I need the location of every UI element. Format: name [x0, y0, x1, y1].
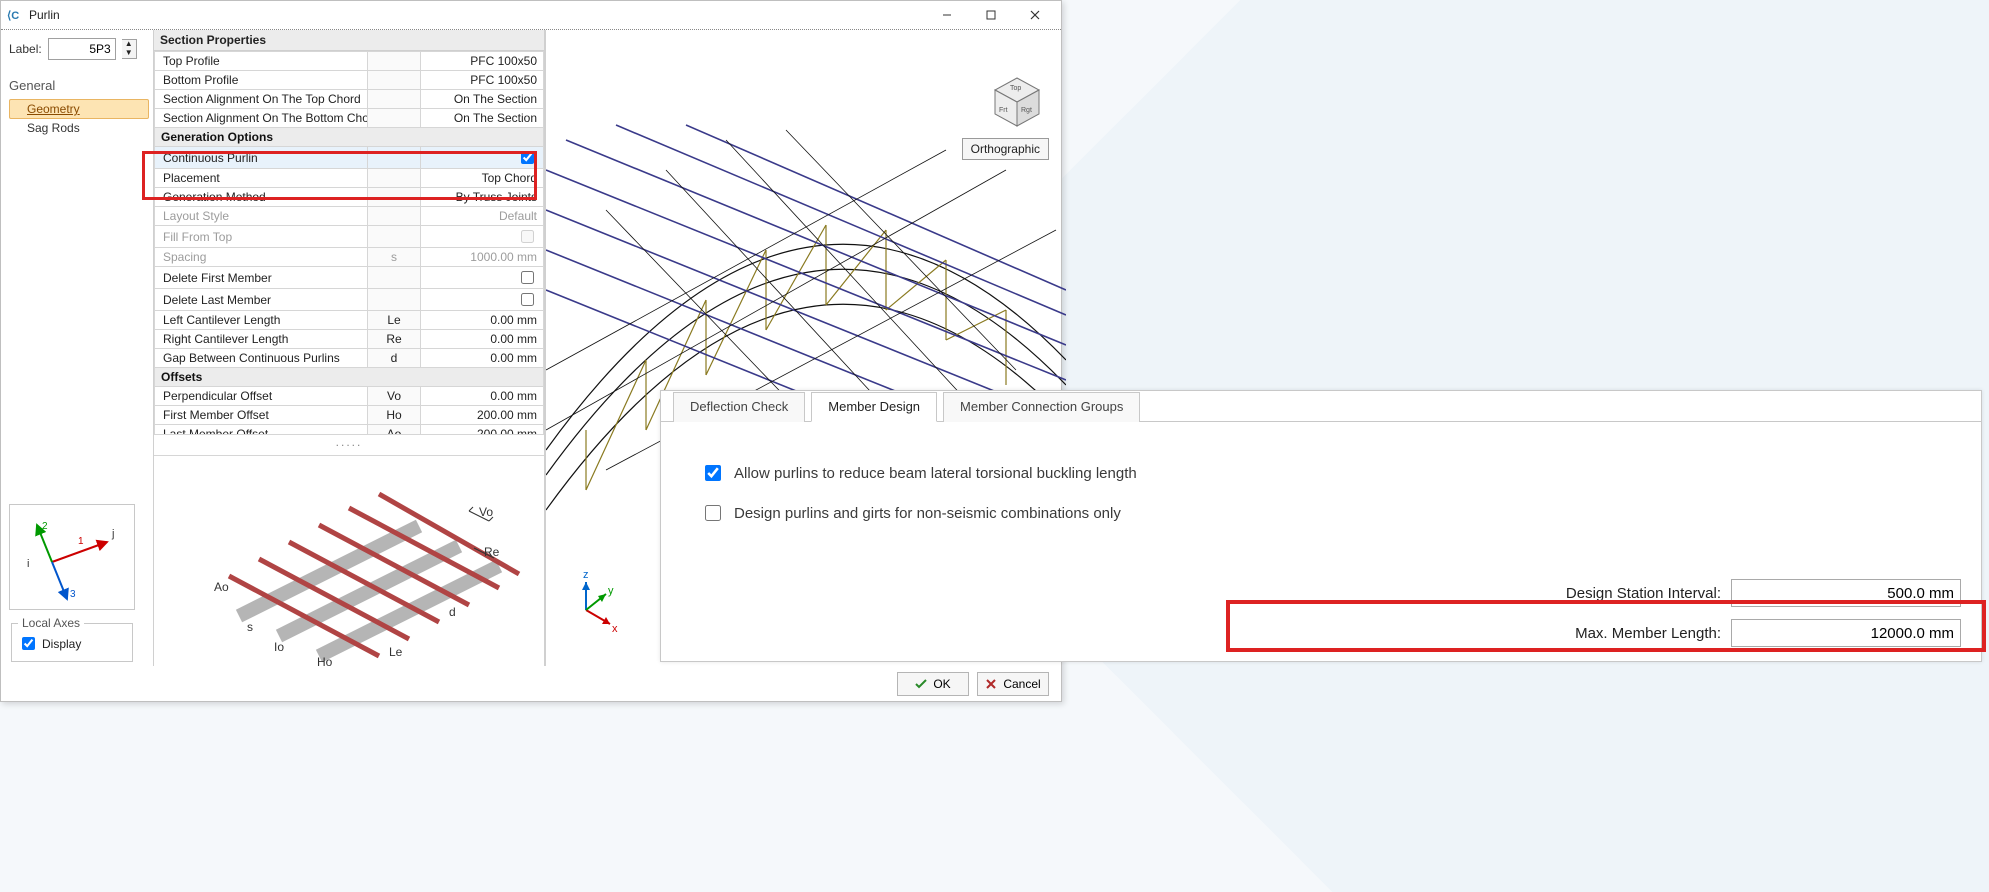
- property-row[interactable]: Generation Options: [155, 128, 544, 147]
- svg-text:Frt: Frt: [999, 107, 1008, 114]
- svg-text:Le: Le: [389, 645, 403, 659]
- section-properties-header: Section Properties: [154, 30, 544, 51]
- property-row[interactable]: Layout StyleDefault: [155, 207, 544, 226]
- svg-text:d: d: [449, 605, 456, 619]
- property-row[interactable]: Gap Between Continuous Purlinsd0.00 mm: [155, 349, 544, 368]
- dialog-title: Purlin: [29, 8, 925, 22]
- property-row[interactable]: Bottom ProfilePFC 100x50: [155, 71, 544, 90]
- svg-text:Rgt: Rgt: [1021, 107, 1032, 114]
- property-row[interactable]: Spacings1000.00 mm: [155, 248, 544, 267]
- local-axes-title: Local Axes: [18, 616, 84, 630]
- property-row[interactable]: Top ProfilePFC 100x50: [155, 52, 544, 71]
- property-description: .....: [154, 434, 544, 456]
- orthographic-button[interactable]: Orthographic: [962, 138, 1049, 160]
- property-row[interactable]: Left Cantilever LengthLe0.00 mm: [155, 311, 544, 330]
- close-button[interactable]: [1013, 1, 1057, 29]
- svg-text:Ho: Ho: [317, 655, 333, 666]
- property-row[interactable]: Continuous Purlin: [155, 147, 544, 169]
- property-checkbox[interactable]: [521, 151, 534, 164]
- property-row[interactable]: Perpendicular OffsetVo0.00 mm: [155, 387, 544, 406]
- property-row[interactable]: PlacementTop Chord: [155, 169, 544, 188]
- view-cube[interactable]: Top Rgt Frt: [989, 74, 1045, 130]
- tab-member-connection-groups[interactable]: Member Connection Groups: [943, 392, 1140, 422]
- svg-text:Top: Top: [1010, 85, 1021, 92]
- max-member-length-label: Max. Member Length:: [1575, 625, 1721, 642]
- property-row[interactable]: Offsets: [155, 368, 544, 387]
- member-design-panel: Deflection CheckMember DesignMember Conn…: [660, 390, 1982, 662]
- label-input[interactable]: [48, 38, 116, 60]
- property-checkbox[interactable]: [521, 230, 534, 243]
- label-caption: Label:: [9, 42, 42, 56]
- property-row[interactable]: Right Cantilever LengthRe0.00 mm: [155, 330, 544, 349]
- local-axes-group: Local Axes Display: [11, 616, 133, 662]
- property-row[interactable]: Fill From Top: [155, 226, 544, 248]
- minimize-button[interactable]: [925, 1, 969, 29]
- property-row[interactable]: Generation MethodBy Truss Joints: [155, 188, 544, 207]
- properties-column: Section Properties Top ProfilePFC 100x50…: [153, 30, 545, 666]
- svg-text:1: 1: [78, 536, 84, 547]
- property-grid[interactable]: Top ProfilePFC 100x50Bottom ProfilePFC 1…: [154, 51, 544, 434]
- global-axes-legend: 1 j i 2 3: [9, 504, 135, 610]
- app-icon: ⟨C: [7, 7, 23, 23]
- design-station-label: Design Station Interval:: [1566, 585, 1721, 602]
- svg-text:j: j: [111, 528, 114, 540]
- property-row[interactable]: Delete Last Member: [155, 289, 544, 311]
- property-row[interactable]: Delete First Member: [155, 267, 544, 289]
- display-axes-label: Display: [42, 637, 81, 651]
- svg-text:2: 2: [42, 521, 48, 532]
- maximize-button[interactable]: [969, 1, 1013, 29]
- tab-strip: Deflection CheckMember DesignMember Conn…: [661, 391, 1981, 422]
- nav-item-geometry[interactable]: Geometry: [9, 99, 149, 119]
- property-row[interactable]: Section Alignment On The Top ChordOn The…: [155, 90, 544, 109]
- allow-purlins-checkbox[interactable]: [705, 465, 721, 481]
- nav-item-sag-rods[interactable]: Sag Rods: [9, 119, 149, 137]
- left-column: Label: ▲ ▼ General GeometrySag Rods: [1, 30, 153, 666]
- cancel-button-label: Cancel: [1003, 677, 1040, 691]
- cancel-button[interactable]: Cancel: [977, 672, 1049, 696]
- property-checkbox[interactable]: [521, 293, 534, 306]
- svg-text:Io: Io: [274, 640, 284, 654]
- property-row[interactable]: Last Member OffsetAo200.00 mm: [155, 425, 544, 435]
- property-row[interactable]: First Member OffsetHo200.00 mm: [155, 406, 544, 425]
- spinner-down[interactable]: ▼: [122, 49, 136, 58]
- max-member-length-input[interactable]: [1731, 619, 1961, 647]
- svg-text:x: x: [612, 623, 618, 635]
- property-checkbox[interactable]: [521, 271, 534, 284]
- non-seismic-checkbox[interactable]: [705, 505, 721, 521]
- svg-text:3: 3: [70, 589, 76, 600]
- design-station-input[interactable]: [1731, 579, 1961, 607]
- svg-text:z: z: [583, 569, 589, 581]
- allow-purlins-label: Allow purlins to reduce beam lateral tor…: [734, 465, 1137, 482]
- svg-text:i: i: [27, 558, 29, 570]
- display-axes-checkbox[interactable]: [22, 637, 35, 650]
- property-row[interactable]: Section Alignment On The Bottom ChordOn …: [155, 109, 544, 128]
- ok-button-label: OK: [933, 677, 950, 691]
- property-preview: Vo Re d Ao s Io Ho Le: [154, 456, 544, 666]
- svg-text:⟨C: ⟨C: [7, 10, 19, 22]
- tab-member-design[interactable]: Member Design: [811, 392, 937, 422]
- svg-text:s: s: [247, 620, 253, 634]
- tab-deflection-check[interactable]: Deflection Check: [673, 392, 805, 422]
- ok-button[interactable]: OK: [897, 672, 969, 696]
- nav-heading: General: [9, 78, 149, 93]
- non-seismic-label: Design purlins and girts for non-seismic…: [734, 505, 1121, 522]
- svg-text:Ao: Ao: [214, 580, 229, 594]
- svg-text:y: y: [608, 585, 614, 597]
- titlebar: ⟨C Purlin: [1, 1, 1061, 29]
